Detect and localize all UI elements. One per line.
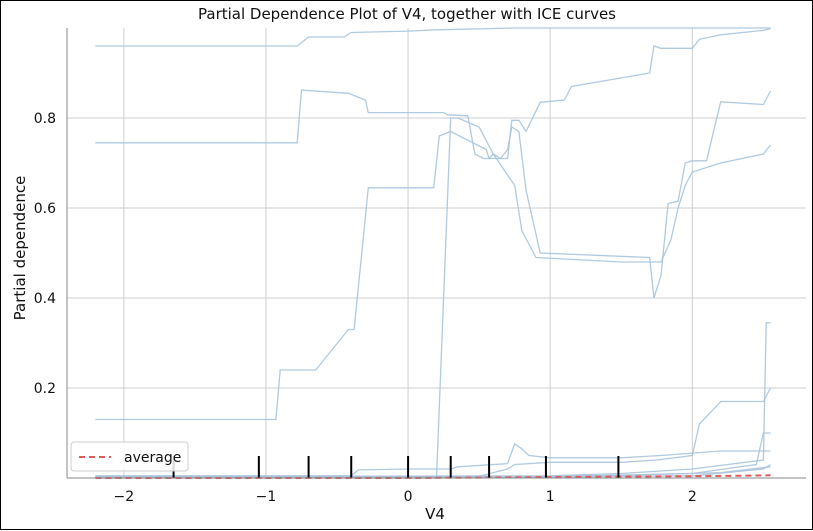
x-tick-label: 0 [404, 489, 413, 505]
y-tick-labels: 0.2 0.4 0.6 0.8 [34, 111, 56, 397]
ice-curve-5 [95, 442, 771, 477]
x-tick-label: −2 [114, 489, 135, 505]
average-curve-layer [95, 474, 771, 479]
chart-title: Partial Dependence Plot of V4, together … [198, 5, 616, 23]
ice-curve-7 [95, 322, 771, 478]
ice-curve-6 [95, 387, 772, 477]
x-tick-label: 2 [688, 489, 697, 505]
legend: average [70, 441, 189, 472]
ice-curve-4 [95, 117, 772, 479]
legend-box [70, 441, 189, 472]
x-axis-label: V4 [425, 505, 445, 523]
rug-layer [172, 456, 620, 478]
y-tick-label: 0.4 [34, 291, 56, 307]
ice-curve-2 [95, 28, 771, 160]
legend-average-label: average [124, 450, 181, 466]
ice-curve-1 [95, 27, 771, 47]
average-curve [95, 474, 771, 479]
x-tick-labels: −2 −1 0 1 2 [114, 489, 697, 505]
y-tick-label: 0.8 [34, 111, 56, 127]
x-tick-label: 1 [546, 489, 555, 505]
grid-layer [67, 28, 806, 478]
y-tick-label: 0.2 [34, 381, 56, 397]
y-axis-label: Partial dependence [11, 176, 29, 321]
ice-curve-3 [95, 90, 772, 421]
axes-layer [66, 28, 806, 479]
ice-curves-layer [95, 27, 772, 479]
x-tick-label: −1 [256, 489, 277, 505]
y-tick-label: 0.6 [34, 201, 56, 217]
